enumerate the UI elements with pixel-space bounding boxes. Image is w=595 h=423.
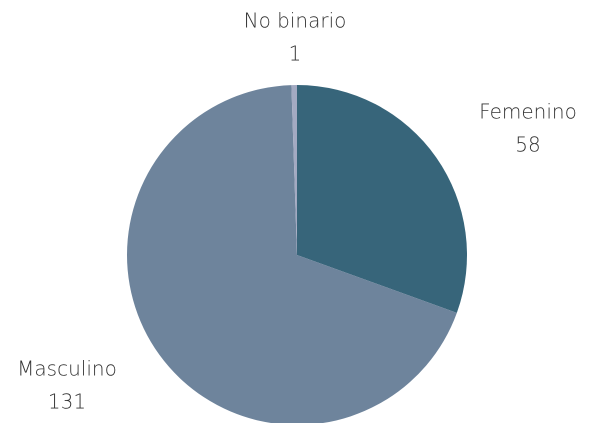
slice-value: 1 [289,42,302,66]
pie-slice [297,85,468,313]
slice-value: 58 [515,133,540,157]
pie-slice [127,85,457,423]
slice-value: 131 [48,390,86,414]
slice-label: Femenino [479,100,577,124]
slice-label: No binario [244,9,347,33]
pie-slice [291,85,297,255]
slice-label: Masculino [17,357,117,381]
